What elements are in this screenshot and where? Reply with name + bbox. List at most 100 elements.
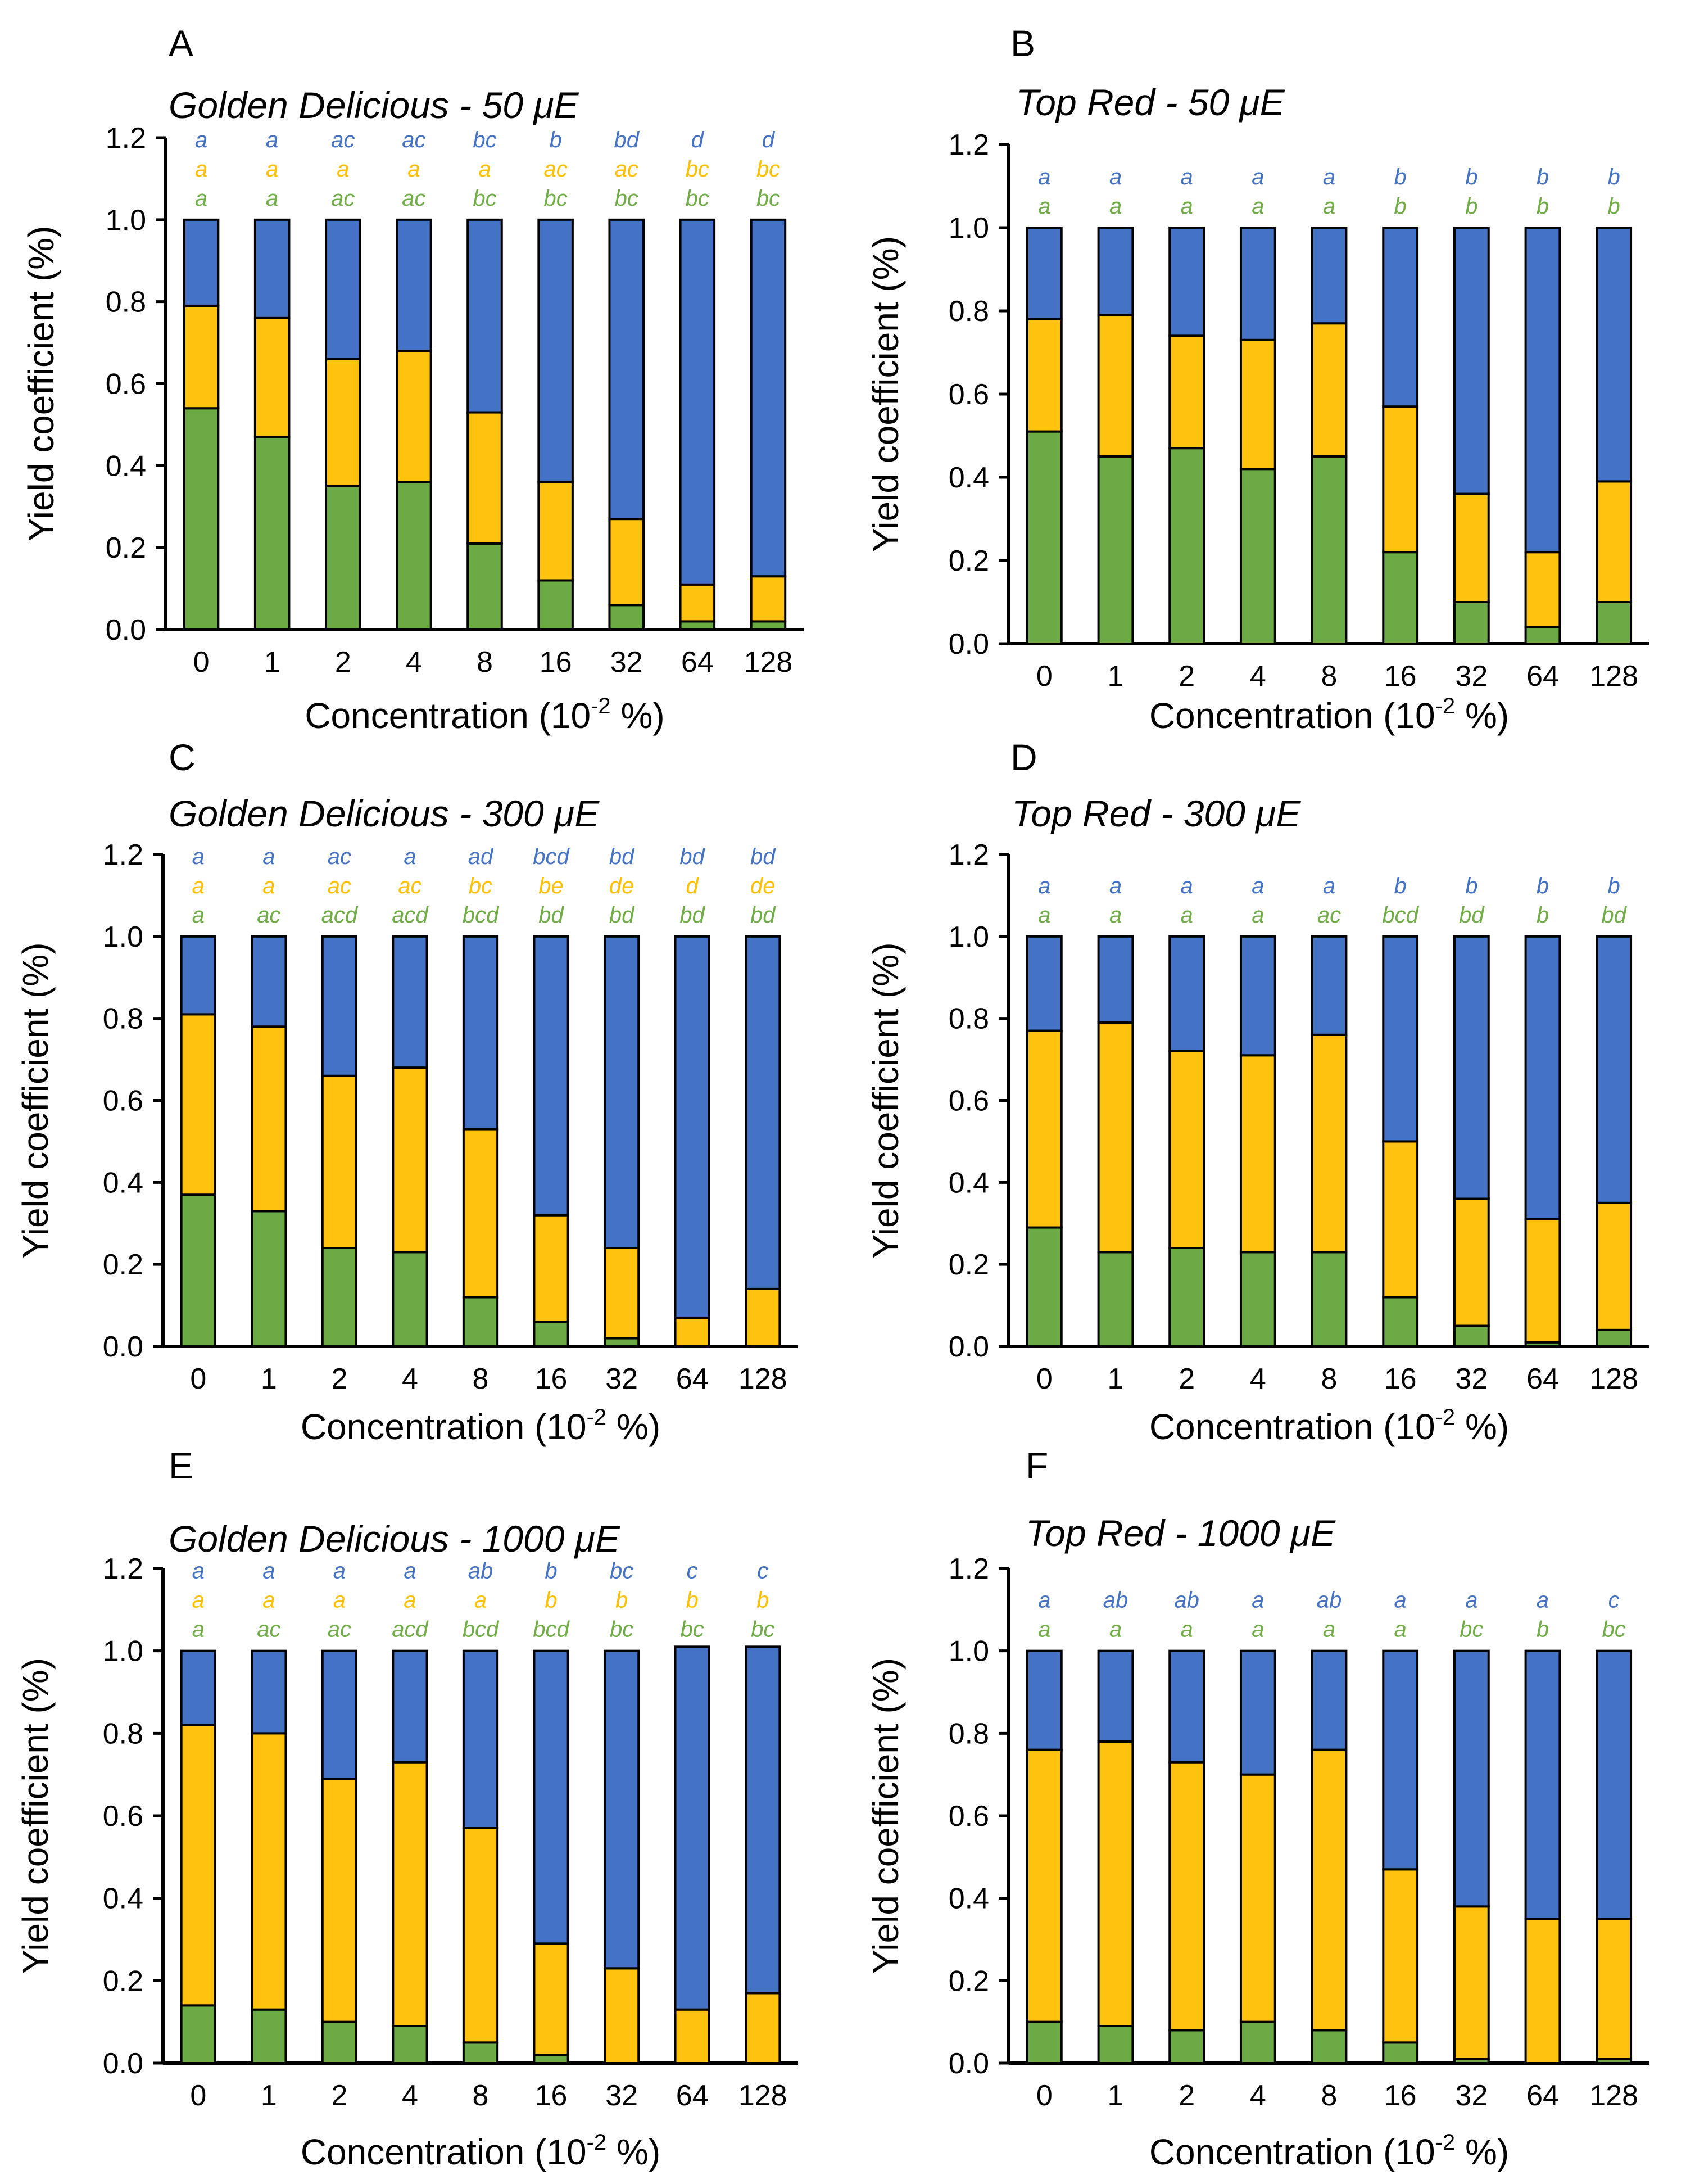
- bar-yellow-1: [1097, 314, 1134, 458]
- significance-blue: bd: [750, 844, 776, 869]
- significance-blue: b: [1537, 874, 1549, 898]
- significance-yellow: a: [337, 157, 349, 182]
- x-tick-label: 128: [1589, 1363, 1638, 1395]
- significance-green: bcd: [463, 1617, 500, 1642]
- bar-blue-32: [1453, 935, 1490, 1200]
- x-tick-label: 32: [605, 2079, 638, 2112]
- significance-green: bd: [750, 903, 776, 928]
- x-tick-label: 64: [1526, 2079, 1559, 2112]
- bar-yellow-0: [1026, 1029, 1063, 1229]
- bar-blue-32: [1453, 227, 1490, 495]
- bar-blue-0: [183, 218, 220, 307]
- panel-title: Top Red - 300 μE: [1012, 793, 1301, 834]
- significance-green: a: [192, 1617, 205, 1642]
- significance-yellow: b: [615, 1588, 628, 1613]
- bar-green-0: [1026, 1226, 1063, 1348]
- bar-blue-2: [321, 935, 358, 1077]
- y-tick-label: 0.4: [949, 1166, 989, 1199]
- x-tick-label: 64: [676, 2079, 709, 2112]
- bar-green-8: [466, 542, 503, 631]
- bar-yellow-32: [1453, 492, 1490, 603]
- x-tick-label: 4: [1250, 1363, 1266, 1395]
- significance-yellow: b: [545, 1588, 557, 1613]
- bar-green-2: [321, 1247, 358, 1348]
- bar-green-4: [392, 1251, 428, 1348]
- significance-green: bd: [1601, 903, 1627, 928]
- significance-green: a: [1109, 194, 1122, 219]
- y-tick-label: 0.0: [106, 614, 146, 646]
- bar-green-0: [1026, 2020, 1063, 2065]
- significance-blue: a: [1038, 1588, 1050, 1613]
- y-tick-label: 0.0: [949, 2047, 989, 2080]
- significance-blue: bc: [610, 1559, 633, 1584]
- significance-blue: a: [262, 1559, 275, 1584]
- y-tick-label: 0.4: [103, 1883, 143, 1915]
- bar-green-0: [180, 2004, 216, 2064]
- bar-green-4: [396, 481, 432, 631]
- bar-blue-1: [1097, 935, 1134, 1024]
- significance-green: bc: [751, 1617, 774, 1642]
- significance-blue: c: [1608, 1588, 1620, 1613]
- significance-blue: a: [1109, 165, 1122, 189]
- x-tick-label: 0: [193, 646, 210, 679]
- x-axis-title: Concentration (10-2 %): [301, 2130, 660, 2172]
- bar-blue-128: [745, 1645, 781, 1995]
- significance-blue: b: [1465, 165, 1477, 189]
- significance-green: bcd: [1382, 903, 1419, 928]
- x-tick-label: 128: [738, 1363, 787, 1395]
- panel-letter: E: [169, 1445, 193, 1486]
- bar-green-8: [1311, 1251, 1348, 1348]
- significance-green: bc: [473, 186, 496, 211]
- significance-green: b: [1537, 1617, 1549, 1642]
- significance-green: a: [1323, 194, 1335, 219]
- significance-yellow: a: [404, 1588, 416, 1613]
- y-tick-label: 0.2: [106, 532, 146, 564]
- significance-yellow: a: [474, 1588, 487, 1613]
- bar-yellow-128: [1596, 1201, 1633, 1331]
- y-tick-label: 0.0: [103, 2047, 143, 2080]
- significance-blue: ac: [331, 128, 355, 152]
- bar-blue-32: [608, 218, 645, 521]
- significance-green: b: [1465, 194, 1477, 219]
- bar-blue-8: [462, 935, 499, 1131]
- significance-blue: ab: [468, 1559, 493, 1584]
- bar-blue-64: [674, 935, 710, 1319]
- bar-yellow-32: [1453, 1905, 1490, 2060]
- x-tick-label: 0: [1036, 660, 1053, 693]
- bar-blue-4: [1239, 1649, 1276, 1776]
- x-tick-label: 2: [335, 646, 351, 679]
- bar-blue-16: [1382, 1649, 1419, 1871]
- bar-blue-4: [1239, 935, 1276, 1057]
- bar-yellow-1: [1097, 1021, 1134, 1254]
- bar-yellow-2: [1168, 1050, 1205, 1249]
- significance-yellow: ac: [543, 157, 567, 182]
- bar-yellow-4: [392, 1761, 428, 2028]
- bar-blue-128: [750, 218, 787, 578]
- y-tick-label: 1.2: [949, 1553, 989, 1585]
- y-axis-title: Yield coefficient (%): [15, 1658, 56, 1974]
- x-tick-label: 2: [1179, 2079, 1195, 2112]
- significance-green: a: [1252, 903, 1264, 928]
- significance-blue: a: [1181, 874, 1193, 898]
- significance-blue: d: [762, 128, 776, 152]
- bar-yellow-64: [679, 583, 716, 623]
- bar-green-1: [253, 436, 291, 631]
- x-tick-label: 16: [535, 2079, 568, 2112]
- bar-green-16: [533, 2054, 569, 2064]
- y-tick-label: 0.2: [949, 1965, 989, 1997]
- bar-blue-64: [679, 218, 716, 586]
- significance-blue: b: [1608, 165, 1620, 189]
- significance-green: bd: [679, 903, 705, 928]
- significance-blue: ac: [328, 844, 351, 869]
- y-tick-label: 0.8: [949, 1717, 989, 1750]
- significance-blue: a: [333, 1559, 346, 1584]
- x-tick-label: 1: [1108, 2079, 1124, 2112]
- bar-yellow-128: [1596, 480, 1633, 604]
- bar-blue-1: [253, 218, 291, 319]
- significance-blue: c: [687, 1559, 698, 1584]
- bar-blue-4: [1239, 227, 1276, 341]
- significance-yellow: a: [195, 157, 207, 182]
- bar-yellow-32: [1453, 1197, 1490, 1327]
- panel-letter: C: [169, 736, 196, 778]
- bar-blue-32: [1453, 1649, 1490, 1908]
